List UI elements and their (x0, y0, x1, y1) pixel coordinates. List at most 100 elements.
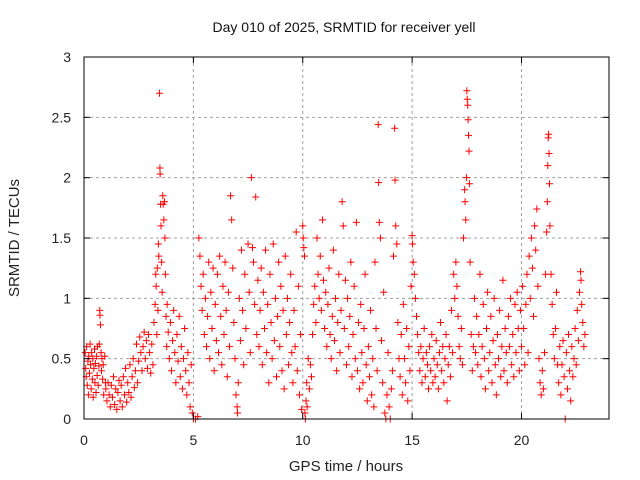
data-point (111, 401, 119, 409)
data-point (313, 234, 321, 242)
data-point (336, 349, 344, 357)
data-point (158, 258, 166, 266)
data-point (103, 397, 111, 405)
data-point (556, 343, 564, 351)
data-point (539, 385, 547, 393)
data-point (172, 379, 180, 387)
data-point (306, 361, 314, 369)
data-point (154, 306, 162, 314)
data-point (465, 147, 473, 155)
data-point (349, 331, 357, 339)
data-point (454, 312, 462, 320)
data-point (294, 282, 302, 290)
data-point (365, 373, 373, 381)
data-point (87, 385, 95, 393)
data-point (499, 276, 507, 284)
data-point (551, 325, 559, 332)
data-point (374, 121, 382, 129)
data-point (465, 180, 473, 188)
data-point (530, 312, 538, 320)
data-point (224, 288, 232, 296)
data-point (145, 331, 153, 339)
data-point (137, 349, 145, 357)
data-point (396, 373, 404, 381)
data-point (140, 328, 148, 336)
data-point (392, 222, 400, 230)
data-point (404, 397, 412, 405)
data-point (464, 116, 472, 124)
data-point (285, 361, 293, 369)
data-point (118, 403, 126, 411)
data-point (209, 264, 217, 272)
data-point (96, 311, 104, 319)
data-point (557, 391, 565, 399)
data-point (537, 391, 545, 399)
data-point (439, 343, 447, 351)
data-point (241, 270, 249, 278)
data-point (373, 367, 381, 375)
data-point (512, 349, 520, 357)
data-point (368, 391, 376, 399)
data-point (268, 355, 276, 363)
data-point (82, 364, 90, 372)
data-point (390, 252, 398, 260)
data-point (92, 388, 100, 396)
data-point (490, 294, 498, 302)
data-point (220, 331, 228, 339)
data-point (341, 276, 349, 284)
data-point (446, 373, 454, 381)
data-point (213, 270, 221, 278)
data-point (457, 325, 465, 332)
data-point (282, 331, 290, 339)
data-point (280, 385, 288, 393)
x-tick-label: 5 (189, 432, 197, 448)
data-point (113, 405, 121, 413)
data-point (153, 331, 161, 339)
data-point (450, 270, 458, 278)
data-point (303, 403, 311, 411)
data-point (553, 288, 560, 296)
data-point (568, 343, 576, 351)
data-point (484, 288, 492, 296)
data-point (288, 349, 296, 357)
data-point (322, 288, 330, 296)
data-point (242, 325, 250, 332)
data-point (184, 349, 192, 357)
data-point (131, 367, 139, 375)
data-point (244, 240, 252, 248)
data-point (473, 312, 481, 320)
data-point (254, 276, 262, 284)
data-point (345, 343, 353, 351)
data-point (255, 343, 263, 351)
data-point (197, 282, 205, 290)
data-point (271, 294, 279, 302)
data-point (84, 391, 92, 399)
y-tick-label: 1 (63, 290, 71, 306)
data-point (525, 252, 533, 260)
data-point (89, 393, 97, 401)
data-point (431, 373, 439, 381)
data-point (400, 355, 408, 363)
data-point (93, 352, 101, 360)
data-point (291, 343, 299, 351)
data-point (264, 300, 272, 308)
data-point (297, 331, 305, 339)
data-point (219, 282, 227, 290)
data-point (260, 325, 268, 332)
data-point (181, 325, 189, 332)
data-point (108, 393, 116, 401)
data-point (467, 331, 475, 339)
data-point (155, 252, 163, 260)
data-point (278, 367, 286, 375)
data-point (154, 240, 162, 248)
data-point (257, 264, 265, 272)
data-point (427, 367, 435, 375)
data-point (305, 385, 313, 393)
data-point (253, 331, 261, 339)
data-point (460, 234, 468, 242)
data-point (488, 379, 496, 387)
data-point (385, 403, 393, 411)
data-point (402, 379, 410, 387)
data-point (497, 373, 505, 381)
